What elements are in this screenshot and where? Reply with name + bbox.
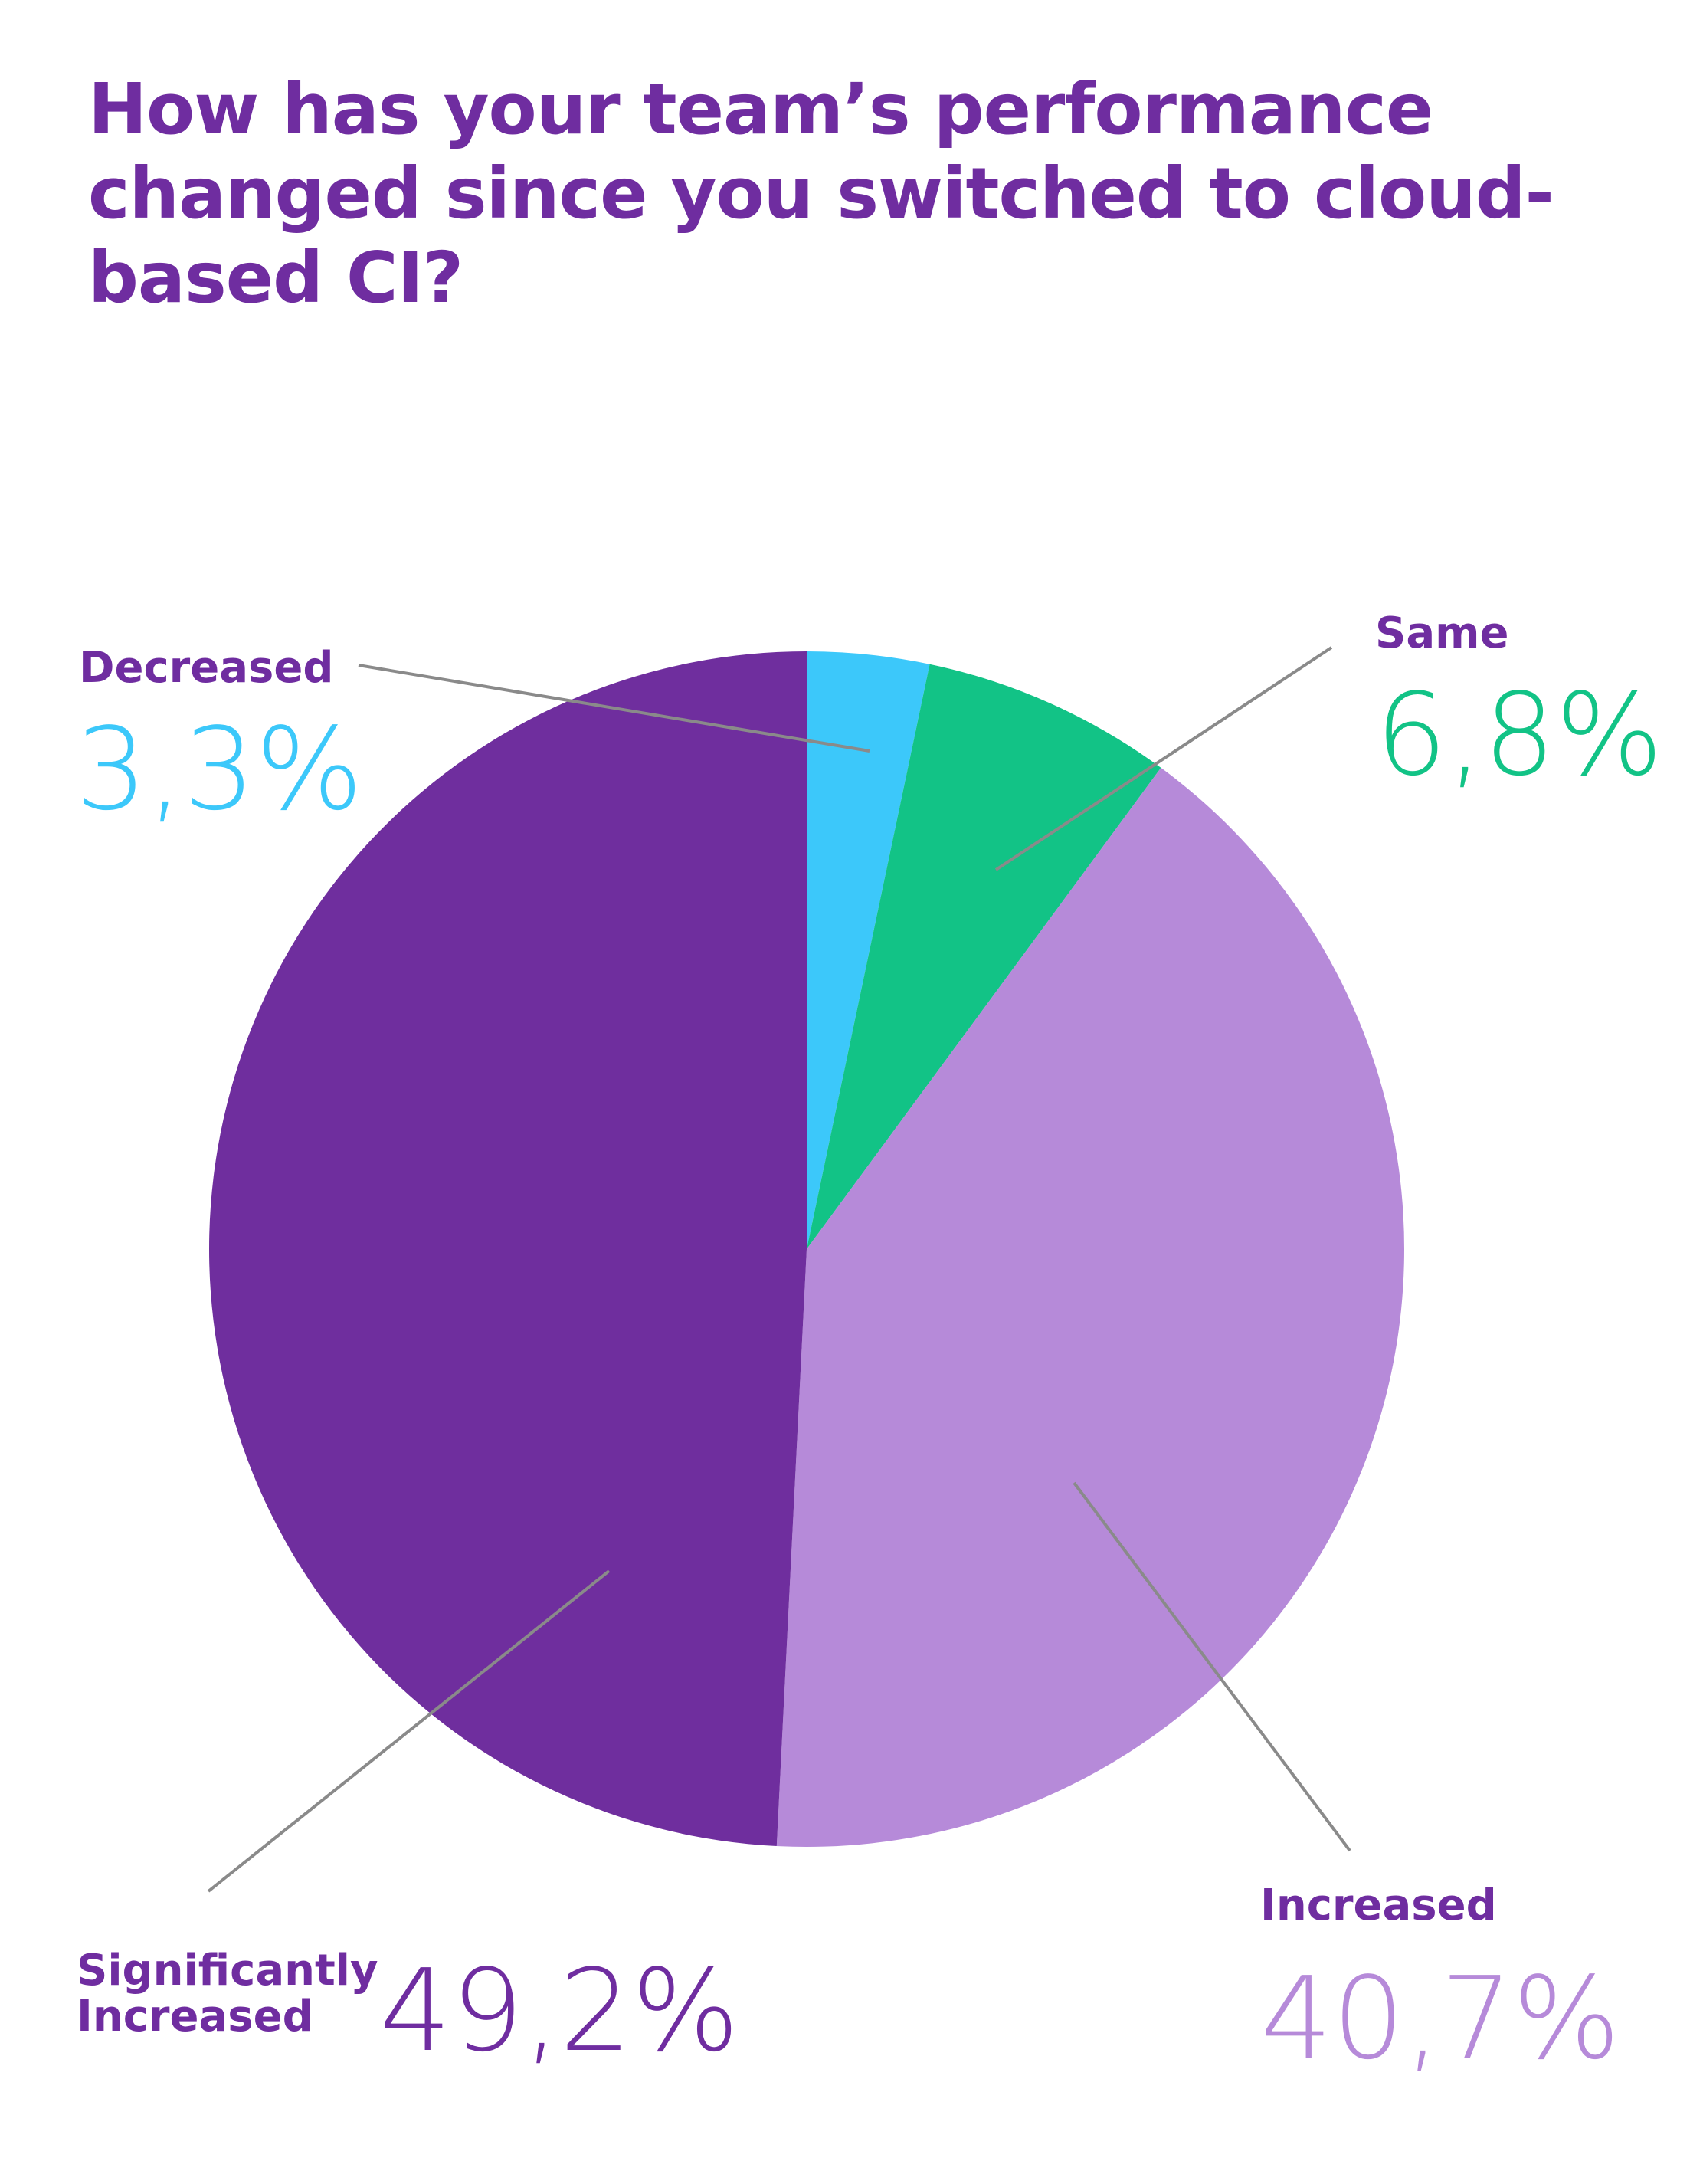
pie-slice-same [807,664,1161,1249]
leader-lines [207,646,1351,1893]
pie-slice-significantly-increased [208,651,807,1847]
category-label-same: Same [1375,608,1508,658]
leader-line-decreased [358,664,870,753]
pie-slice-increased [776,767,1405,1847]
pie-slices [208,651,1405,1847]
leader-line-increased [1073,1481,1351,1852]
leader-line-same [994,646,1333,871]
value-label-decreased: 3,3% [75,703,363,835]
category-label-decreased: Decreased [79,643,333,693]
pie-slice-decreased [807,651,930,1249]
leader-line-significantly-increased [207,1569,611,1893]
chart-title: How has your team’s performance changed … [88,68,1554,319]
category-label-increased: Increased [1260,1881,1497,1930]
slice-labels: Decreased 3,3% Same 6,8% Increased 40,7% Signi… [75,608,1663,2084]
value-label-same: 6,8% [1375,669,1663,801]
category-label-significantly-increased: Significantly Increased [77,1946,378,2041]
value-label-increased: 40,7% [1260,1953,1620,2084]
value-label-significantly-increased: 49,2% [379,1945,739,2077]
